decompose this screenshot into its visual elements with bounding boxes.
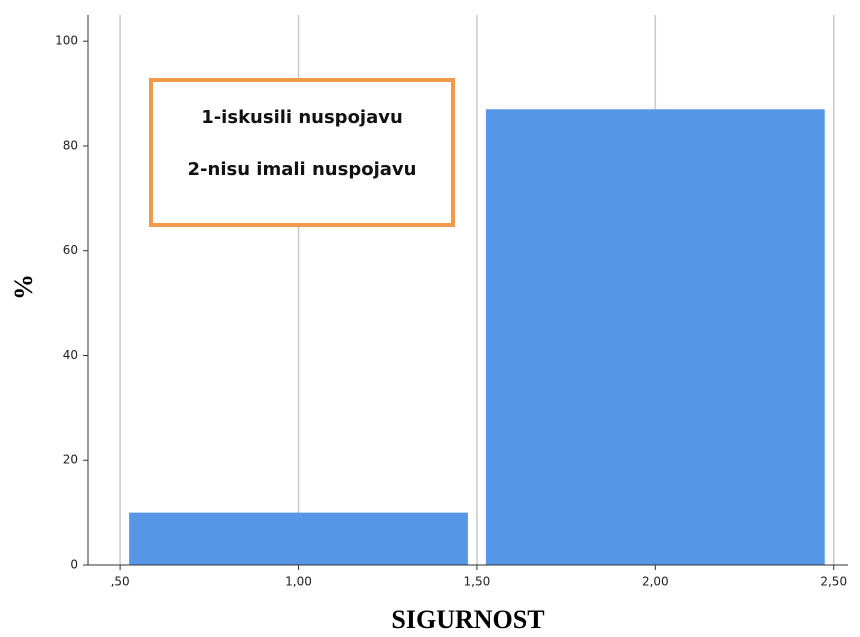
x-tick-label: ,50 — [111, 575, 130, 589]
bar — [485, 109, 825, 566]
x-tick-label: 1,00 — [285, 575, 312, 589]
y-tick-label: 100 — [55, 34, 78, 48]
annotation-box — [149, 78, 455, 227]
x-tick-label: 2,00 — [642, 575, 669, 589]
y-tick-label: 20 — [63, 453, 78, 467]
x-axis-title: SIGURNOST — [391, 605, 544, 634]
y-tick-label: 60 — [63, 243, 78, 257]
y-tick-label: 80 — [63, 138, 78, 152]
annotation: 1-iskusili nuspojavu — [201, 107, 403, 128]
y-axis-title: % — [9, 274, 38, 300]
annotation: 2-nisu imali nuspojavu — [188, 159, 417, 180]
bar — [129, 512, 468, 565]
y-tick-label: 40 — [63, 348, 78, 362]
y-tick-label: 0 — [70, 558, 78, 572]
x-tick-label: 2,50 — [820, 575, 847, 589]
x-tick-label: 1,50 — [464, 575, 491, 589]
